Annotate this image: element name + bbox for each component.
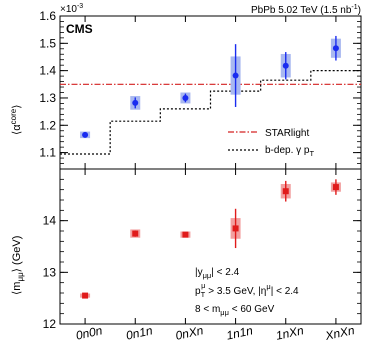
data-point [132,99,139,106]
legend-bdep-label: b-dep. γ pT [265,145,314,158]
data-point [182,94,189,101]
legend-starlight-label: STARlight [265,128,309,139]
data-point [182,231,189,238]
y-tick-label: 1.5 [39,36,56,50]
top-panel-frame [59,15,362,170]
legend: STARlight b-dep. γ pT [228,128,314,158]
data-point [282,62,289,69]
x-ticks: 0n0n 0n1n 0nXn 1n1n 1nXn XnXn [75,16,356,343]
annotation-mass: 8 < mμμ < 60 GeV [195,304,275,317]
data-point [332,45,339,52]
x-category-label: 1n1n [225,323,254,342]
bdep-step-line [60,70,361,155]
data-point [332,184,339,191]
y-tick-label: 1.3 [39,91,56,105]
exponent-label: ×10-3 [60,3,83,15]
bottom-y-axis-title: ⟨mμμ⟩ (GeV) [11,236,25,295]
bottom-panel-frame [59,168,362,325]
y-tick-label: 12 [43,317,57,331]
cms-label: CMS [66,22,93,36]
data-point [82,292,89,299]
data-point [232,72,239,79]
x-category-label: XnXn [323,323,356,343]
y-tick-label: 14 [43,214,57,228]
x-category-label: 0nXn [174,323,205,343]
kinematic-annotations: |yμμ| < 2.4 pTμ > 3.5 GeV, |ημ| < 2.4 8 … [195,267,299,317]
bottom-series [80,179,341,299]
bottom-y-ticks: 12 13 14 [43,168,361,331]
y-tick-label: 13 [43,265,57,279]
y-tick-label: 1.6 [39,9,56,23]
x-category-label: 1nXn [275,323,306,343]
data-point [82,131,89,138]
data-point [282,188,289,195]
data-point [232,225,239,232]
y-tick-label: 1.2 [39,118,56,132]
x-category-label: 0n0n [75,323,104,342]
y-tick-label: 1.1 [39,146,56,160]
x-category-label: 0n1n [125,323,154,342]
reference-lines [60,70,361,155]
top-series [80,35,341,139]
data-point [132,230,139,237]
y-tick-label: 1.4 [39,64,56,78]
top-y-axis-title: ⟨αcore⟩ [9,104,23,135]
annotation-pt-eta: pTμ > 3.5 GeV, |ημ| < 2.4 [195,281,299,299]
annotation-rapidity: |yμμ| < 2.4 [195,267,240,280]
header-text: PbPb 5.02 TeV (1.5 nb-1) [251,4,361,16]
